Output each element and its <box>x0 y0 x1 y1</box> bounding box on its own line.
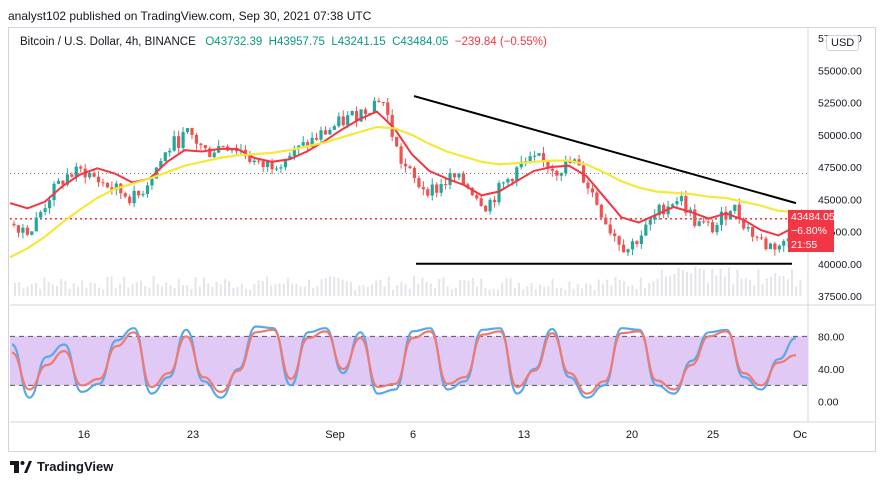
close-value: C43484.05 <box>392 36 449 48</box>
publisher-line: analyst102 published on TradingView.com,… <box>8 9 372 23</box>
symbol-title[interactable]: Bitcoin / U.S. Dollar, 4h, BINANCE <box>20 36 196 48</box>
last-price: 43484.05 <box>791 211 835 223</box>
low-value: L43241.15 <box>331 36 386 48</box>
tradingview-logo-icon <box>10 460 32 473</box>
currency-button[interactable]: USD <box>826 35 860 51</box>
tradingview-brand: TradingView <box>37 459 114 474</box>
bar-countdown: 21:55 <box>791 239 818 251</box>
chart-frame <box>8 27 876 452</box>
change-value: −239.84 (−0.55%) <box>454 36 547 48</box>
last-price-badge: 43484.05 −6.80% 21:55 <box>788 210 835 252</box>
symbol-info-line: Bitcoin / U.S. Dollar, 4h, BINANCE O4373… <box>20 36 547 48</box>
last-price-change: −6.80% <box>791 225 827 237</box>
tradingview-footer[interactable]: TradingView <box>10 459 113 474</box>
open-value: O43732.39 <box>205 36 263 48</box>
high-value: H43957.75 <box>268 36 325 48</box>
